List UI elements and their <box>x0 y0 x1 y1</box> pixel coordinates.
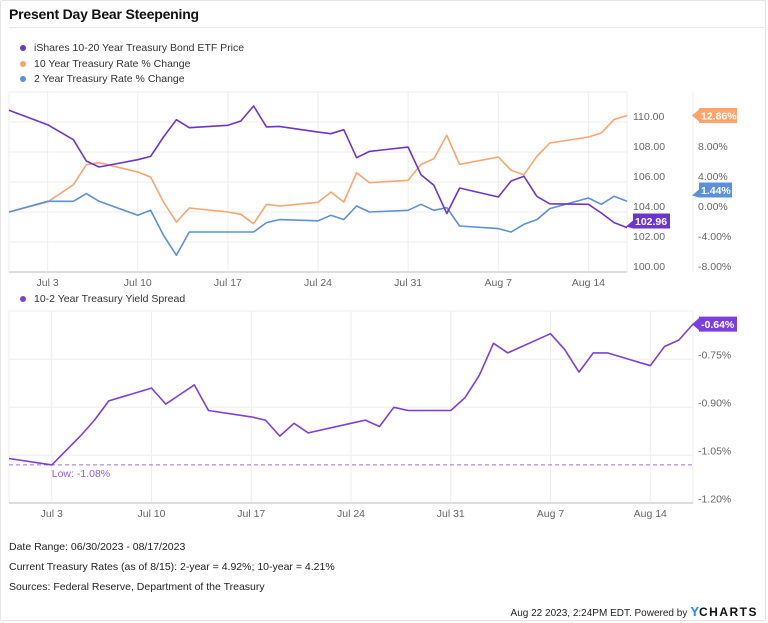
legend-label: 10 Year Treasury Rate % Change <box>34 58 191 70</box>
two-year-last-value-tag-bg <box>692 182 732 198</box>
legend-label: 2 Year Treasury Rate % Change <box>34 73 185 85</box>
legend-dot-icon <box>20 45 26 51</box>
low-annotation: Low: -1.08% <box>52 468 110 480</box>
right-axis-tick: -0.90% <box>698 397 731 409</box>
legend-item-etf[interactable]: iShares 10-20 Year Treasury Bond ETF Pri… <box>20 42 244 54</box>
legend-dot-icon <box>20 76 26 82</box>
chart-title: Present Day Bear Steepening <box>9 6 199 22</box>
x-tick-label: Jul 24 <box>304 277 332 289</box>
etf-last-value-tag: 102.96 <box>635 216 667 228</box>
right-axis-tick: -1.05% <box>698 445 731 457</box>
left-axis-tick: 102.00 <box>633 231 665 243</box>
x-tick-label: Jul 31 <box>394 277 422 289</box>
right-axis-tick: -4.00% <box>698 231 731 243</box>
right-axis-tick: 8.00% <box>698 141 728 153</box>
left-axis-tick: 106.00 <box>633 171 665 183</box>
ycharts-logo-text[interactable]: CHARTS <box>699 605 758 619</box>
x-tick-label: Jul 10 <box>137 508 165 520</box>
x-tick-label: Jul 24 <box>337 508 365 520</box>
sources-note: Sources: Federal Reserve, Department of … <box>9 581 265 593</box>
legend-label: 10-2 Year Treasury Yield Spread <box>34 293 186 305</box>
two-year-line <box>8 192 628 257</box>
left-axis-tick: 104.00 <box>633 201 665 213</box>
legend-item-spread[interactable]: 10-2 Year Treasury Yield Spread <box>20 293 185 305</box>
legend-item-2y[interactable]: 2 Year Treasury Rate % Change <box>20 73 185 85</box>
legend-item-10y[interactable]: 10 Year Treasury Rate % Change <box>20 58 190 70</box>
spread-line <box>8 323 694 466</box>
credit-line: Aug 22 2023, 2:24PM EDT. Powered by Y CHA… <box>511 604 758 619</box>
x-tick-label: Aug 14 <box>572 277 605 289</box>
spread-last-value-tag-bg <box>692 316 737 332</box>
spread-last-value-tag: -0.64% <box>701 319 735 331</box>
x-tick-label: Jul 10 <box>124 277 152 289</box>
x-tick-label: Jul 3 <box>37 277 59 289</box>
legend-dot-icon <box>20 296 26 302</box>
date-range-note: Date Range: 06/30/2023 - 08/17/2023 <box>9 541 186 553</box>
ten-year-last-value-tag-bg <box>692 108 737 124</box>
ycharts-logo-y[interactable]: Y <box>690 604 699 619</box>
right-axis-tick: -0.75% <box>698 349 731 361</box>
title-divider <box>9 27 764 28</box>
ten-year-line <box>8 114 628 225</box>
left-axis-tick: 108.00 <box>633 141 665 153</box>
right-axis-tick: -1.20% <box>698 493 731 505</box>
x-tick-label: Jul 17 <box>237 508 265 520</box>
left-axis-tick: 110.00 <box>633 111 664 123</box>
etf-last-value-tag-bg <box>626 213 670 229</box>
two-year-last-value-tag: 1.44% <box>701 185 731 197</box>
x-tick-label: Jul 31 <box>437 508 465 520</box>
x-tick-label: Jul 3 <box>41 508 63 520</box>
x-tick-label: Aug 7 <box>537 508 565 520</box>
right-axis-tick: -8.00% <box>698 261 731 273</box>
timestamp: Aug 22 2023, 2:24PM EDT. Powered by <box>510 608 688 619</box>
legend-label: iShares 10-20 Year Treasury Bond ETF Pri… <box>34 42 245 54</box>
right-axis-tick: 0.00% <box>698 201 728 213</box>
legend-dot-icon <box>20 61 26 67</box>
x-tick-label: Aug 7 <box>485 277 513 289</box>
x-tick-label: Jul 17 <box>214 277 242 289</box>
x-tick-label: Aug 14 <box>634 508 667 520</box>
ten-year-last-value-tag: 12.86% <box>701 111 737 123</box>
left-axis-tick: 100.00 <box>633 261 665 273</box>
etf-price-line <box>8 105 628 229</box>
right-axis-tick: 4.00% <box>698 171 728 183</box>
current-rates-note: Current Treasury Rates (as of 8/15): 2-y… <box>9 561 335 573</box>
